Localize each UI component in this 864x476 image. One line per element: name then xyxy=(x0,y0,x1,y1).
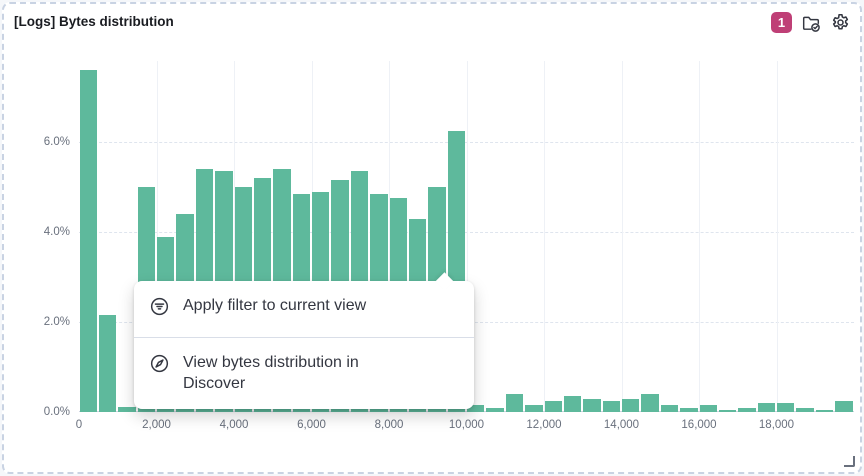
x-tick-label: 6,000 xyxy=(297,419,326,431)
notification-badge[interactable]: 1 xyxy=(771,12,792,33)
x-tick-label: 16,000 xyxy=(681,419,717,431)
histogram-bar[interactable] xyxy=(583,398,601,412)
histogram-bar[interactable] xyxy=(738,407,756,412)
histogram-bar[interactable] xyxy=(641,394,659,412)
histogram-bar[interactable] xyxy=(525,405,543,412)
x-axis-line xyxy=(79,411,854,412)
histogram-bar[interactable] xyxy=(602,400,620,412)
y-tick-label: 6.0% xyxy=(43,136,70,148)
histogram-bar[interactable] xyxy=(563,396,582,412)
filter-in-circle-icon xyxy=(150,297,169,323)
histogram-bar[interactable] xyxy=(486,407,504,412)
histogram-bar[interactable] xyxy=(505,394,524,412)
histogram-bar[interactable] xyxy=(796,407,814,412)
menu-item-label: View bytes distribution in Discover xyxy=(183,353,359,393)
histogram-bar[interactable] xyxy=(815,409,834,412)
histogram-bar[interactable] xyxy=(699,405,717,412)
menu-divider xyxy=(134,336,474,338)
x-tick-label: 8,000 xyxy=(374,419,404,431)
histogram-bar[interactable] xyxy=(757,403,775,412)
chart-context-menu: Apply filter to current view View bytes … xyxy=(134,272,474,409)
x-gridline xyxy=(776,61,778,412)
histogram-bar[interactable] xyxy=(777,403,795,412)
histogram-bar[interactable] xyxy=(622,398,640,412)
x-tick-label: 14,000 xyxy=(603,419,640,431)
x-tick-label: 18,000 xyxy=(758,419,795,431)
histogram-bar[interactable] xyxy=(660,405,679,412)
x-tick-label: 10,000 xyxy=(448,419,485,431)
x-tick-label: 4,000 xyxy=(219,419,249,431)
menu-item-view-in-discover[interactable]: View bytes distribution in Discover xyxy=(134,338,474,409)
panel-title: [Logs] Bytes distribution xyxy=(14,14,174,29)
compass-discover-icon xyxy=(150,354,169,380)
x-tick-label: 0 xyxy=(75,419,83,431)
x-gridline xyxy=(544,61,545,412)
histogram-bar[interactable] xyxy=(835,400,853,412)
histogram-bar[interactable] xyxy=(98,315,117,412)
menu-item-apply-filter[interactable]: Apply filter to current view xyxy=(134,281,474,337)
x-tick-label: 2,000 xyxy=(142,419,171,431)
histogram-bar[interactable] xyxy=(544,400,562,412)
x-gridline xyxy=(466,61,468,412)
histogram-bar[interactable] xyxy=(680,407,698,412)
menu-item-label: Apply filter to current view xyxy=(183,297,367,314)
x-gridline xyxy=(699,61,700,412)
y-tick-label: 0.0% xyxy=(43,406,70,418)
histogram-bar[interactable] xyxy=(79,70,97,412)
histogram-bar[interactable] xyxy=(118,406,136,412)
x-tick-label: 12,000 xyxy=(526,419,562,431)
gear-icon[interactable] xyxy=(830,13,850,33)
panel-header: [Logs] Bytes distribution 1 xyxy=(4,4,860,42)
y-tick-label: 2.0% xyxy=(43,316,70,328)
histogram-bar[interactable] xyxy=(467,405,485,412)
folder-check-icon[interactable] xyxy=(801,13,821,33)
histogram-bar[interactable] xyxy=(718,409,737,412)
y-tick-label: 4.0% xyxy=(43,226,70,238)
panel-resize-handle[interactable] xyxy=(844,456,855,467)
panel-header-icons: 1 xyxy=(771,12,850,33)
x-gridline xyxy=(621,61,623,412)
